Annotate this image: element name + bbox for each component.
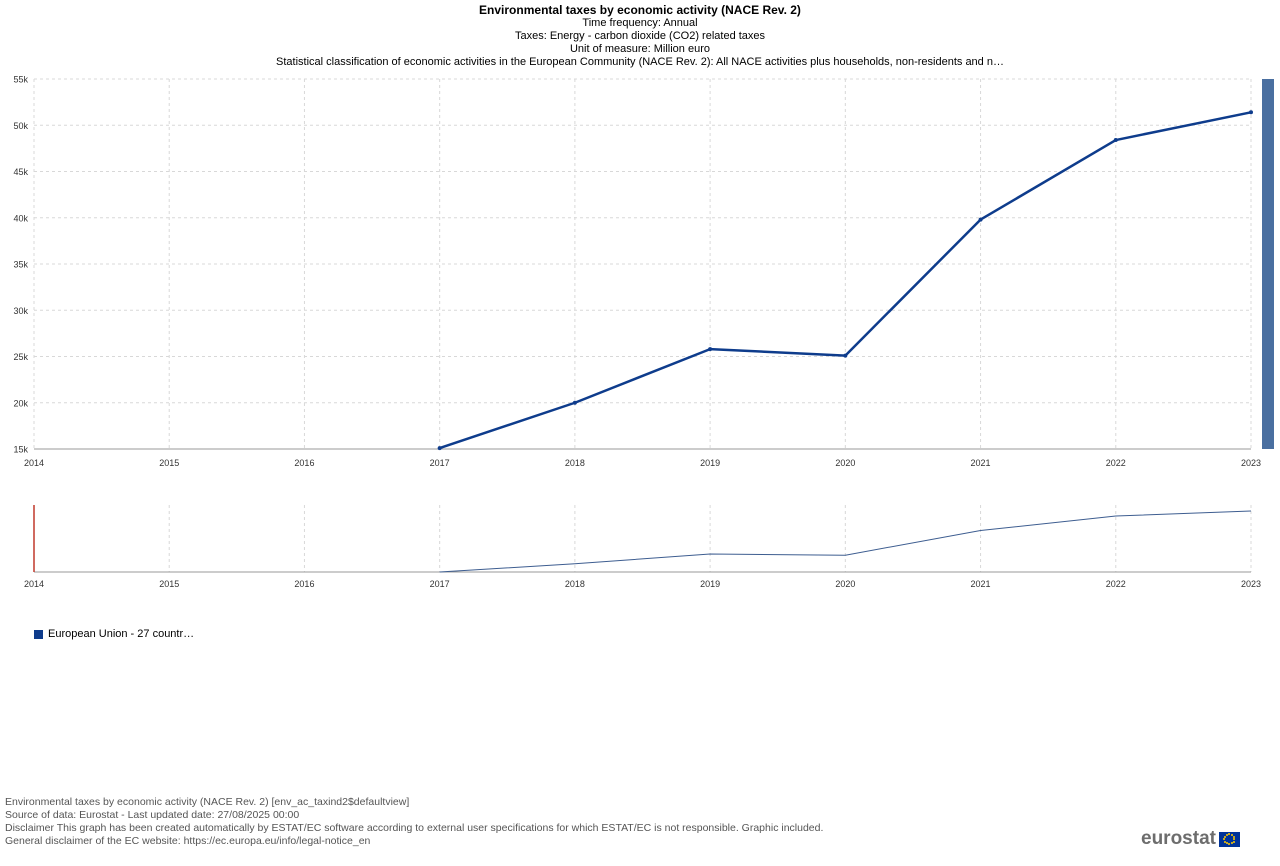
chart-subtitle-frequency: Time frequency: Annual (582, 17, 698, 29)
x-tick-label: 2017 (430, 458, 450, 468)
series-group (437, 110, 1253, 451)
x-tick-label: 2014 (24, 458, 44, 468)
flag-star (1225, 842, 1228, 845)
data-point[interactable] (708, 347, 713, 352)
x-tick-label: 2020 (835, 458, 855, 468)
x-axis-tick-labels: 2014 2015 2016 2017 2018 2019 2020 2021 2022 2023 (24, 458, 1261, 468)
navigator-tick-label: 2018 (565, 579, 585, 589)
flag-star (1230, 833, 1233, 836)
x-tick-label: 2019 (700, 458, 720, 468)
navigator-tick-label: 2021 (971, 579, 991, 589)
navigator-tick-label: 2019 (700, 579, 720, 589)
eurostat-logo[interactable]: eurostat (1141, 829, 1240, 849)
data-point[interactable] (1113, 138, 1118, 143)
flag-star (1224, 835, 1227, 838)
x-tick-label: 2018 (565, 458, 585, 468)
y-tick-label: 20k (13, 398, 28, 408)
flag-star (1228, 833, 1231, 835)
flag-star (1233, 838, 1236, 840)
data-point[interactable] (572, 400, 577, 405)
x-tick-label: 2022 (1106, 458, 1126, 468)
navigator-tick-label: 2020 (835, 579, 855, 589)
data-point[interactable] (843, 353, 848, 358)
y-tick-label: 25k (13, 352, 28, 362)
x-tick-label: 2015 (159, 458, 179, 468)
x-tick-label: 2016 (294, 458, 314, 468)
flag-star (1228, 843, 1231, 845)
legend-swatch (34, 629, 43, 639)
navigator-tick-label: 2015 (159, 579, 179, 589)
legend[interactable]: European Union - 27 countr… (34, 628, 194, 640)
chart-title-block: Environmental taxes by economic activity… (0, 3, 1280, 69)
flag-star (1225, 833, 1228, 836)
y-tick-label: 35k (13, 260, 28, 270)
flag-star (1230, 842, 1233, 845)
flag-star (1223, 838, 1226, 840)
flag-star (1232, 835, 1235, 838)
legend-label[interactable]: European Union - 27 countr… (48, 628, 195, 640)
vertical-scrollbar[interactable] (1262, 79, 1274, 449)
flag-star (1232, 840, 1235, 843)
chart-subtitle-classification: Statistical classification of economic a… (276, 56, 1004, 68)
y-tick-label: 45k (13, 167, 28, 177)
navigator-tick-label: 2023 (1241, 579, 1261, 589)
navigator-tick-label: 2022 (1106, 579, 1126, 589)
chart-subtitle-taxes: Taxes: Energy - carbon dioxide (CO2) rel… (514, 30, 766, 42)
chart-footer: Environmental taxes by economic activity… (5, 796, 823, 848)
navigator-tick-label: 2016 (294, 579, 314, 589)
eu-flag-icon (1218, 831, 1240, 847)
y-tick-label: 15k (13, 445, 28, 455)
data-point[interactable] (978, 217, 983, 222)
footer-disclaimer-line: Disclaimer This graph has been created a… (5, 822, 824, 834)
y-tick-label: 55k (13, 75, 28, 85)
navigator-tick-label: 2017 (430, 579, 450, 589)
navigator-series-line (439, 510, 1252, 573)
x-tick-label: 2023 (1241, 458, 1261, 468)
eurostat-wordmark: eurostat (1141, 828, 1216, 849)
chart-subtitle-unit: Unit of measure: Million euro (569, 43, 710, 55)
navigator-panel: 2014 2015 2016 2017 2018 2019 2020 2021 2022 2023 (24, 505, 1261, 589)
footer-source-line: Source of data: Eurostat - Last updated … (5, 809, 300, 821)
flag-star (1224, 840, 1227, 843)
data-point[interactable] (437, 446, 442, 451)
y-axis-tick-labels: 15k 20k 25k 30k 35k 40k 45k 50k 55k (13, 75, 28, 455)
footer-ec-disclaimer-line: General disclaimer of the EC website: ht… (5, 835, 371, 847)
y-tick-label: 30k (13, 306, 28, 316)
data-point[interactable] (1249, 110, 1253, 115)
y-tick-label: 50k (13, 121, 28, 131)
navigator-tick-label: 2014 (24, 579, 44, 589)
x-tick-label: 2021 (971, 458, 991, 468)
chart-title: Environmental taxes by economic activity… (479, 3, 801, 17)
line-chart[interactable]: 15k 20k 25k 30k 35k 40k 45k 50k 55k 2014 2015 2016… (0, 0, 1280, 600)
y-tick-label: 40k (13, 213, 28, 223)
chart-grid (33, 78, 1252, 450)
footer-dataset-line: Environmental taxes by economic activity… (5, 796, 410, 808)
